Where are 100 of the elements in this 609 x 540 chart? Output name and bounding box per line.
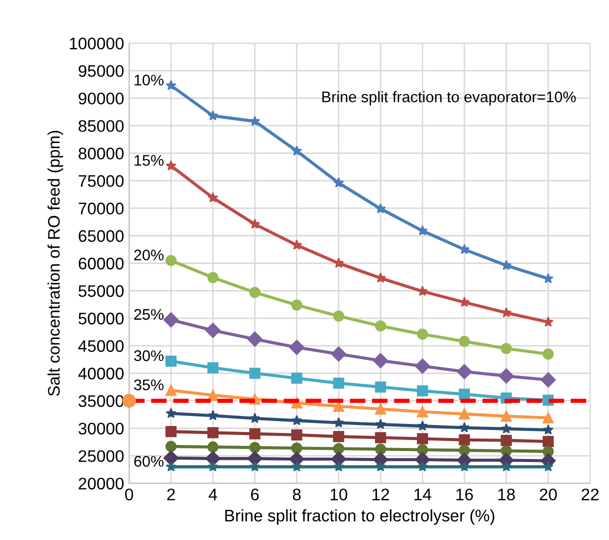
point [459, 296, 470, 307]
x-tick-label: 4 [208, 488, 218, 500]
point [291, 145, 302, 156]
point [375, 432, 386, 444]
point [291, 300, 302, 311]
point [375, 461, 386, 472]
point [459, 244, 470, 254]
point [375, 320, 386, 332]
x-tick-label: 6 [251, 488, 259, 500]
x-tick-label: 2 [167, 488, 175, 500]
point [250, 461, 260, 472]
y-tick-label: 70000 [78, 202, 124, 214]
point [375, 272, 386, 283]
point [165, 440, 177, 452]
point [458, 444, 470, 456]
y-tick-label: 60000 [78, 258, 124, 270]
point [542, 461, 554, 472]
y-tick-label: 50000 [78, 312, 124, 324]
point [375, 381, 386, 393]
point [208, 410, 218, 420]
point [333, 443, 344, 454]
point [207, 272, 218, 284]
point [249, 368, 260, 379]
point [333, 177, 344, 188]
point [333, 461, 344, 472]
point [205, 322, 220, 338]
point [291, 461, 302, 472]
y-tick-label: 65000 [78, 230, 124, 242]
y-tick-label: 25000 [78, 450, 124, 462]
point [207, 390, 218, 401]
y-tick-label: 80000 [78, 148, 124, 160]
point [291, 442, 302, 454]
point [417, 461, 428, 472]
point [416, 406, 428, 418]
point [373, 353, 388, 368]
point [375, 444, 386, 455]
point [163, 450, 179, 466]
point [207, 427, 218, 438]
x-tick-label: 14 [414, 488, 432, 500]
point [333, 417, 344, 428]
point [207, 362, 218, 374]
point [542, 424, 554, 435]
point [163, 312, 179, 328]
point [291, 372, 302, 384]
point [249, 442, 260, 454]
y-tick-label: 75000 [78, 175, 124, 187]
point [165, 356, 177, 367]
x-tick-label: 12 [372, 488, 390, 500]
point [289, 340, 304, 355]
point [166, 80, 176, 90]
series-label: 60% [134, 456, 164, 467]
point [205, 450, 220, 466]
point [500, 423, 512, 434]
annotation: Brine split fraction to evaporator=10% [322, 91, 576, 106]
y-tick-label: 95000 [78, 65, 124, 77]
x-tick-label: 16 [456, 488, 473, 500]
point [247, 332, 262, 347]
point [375, 203, 386, 214]
point [458, 408, 470, 420]
point [542, 412, 554, 424]
point [456, 364, 472, 380]
point [416, 385, 428, 396]
y-axis-title: Salt concentration of RO feed (ppm) [48, 130, 64, 396]
point [375, 403, 386, 415]
y-tick-label: 20000 [78, 478, 124, 490]
x-tick-label: 20 [540, 488, 557, 500]
point [414, 358, 430, 374]
point [249, 286, 260, 298]
point [416, 328, 428, 340]
point [291, 415, 302, 426]
point [331, 452, 346, 467]
series-label: 25% [134, 309, 164, 320]
point [500, 434, 512, 446]
series-label: 20% [134, 250, 164, 260]
point [333, 430, 344, 442]
x-axis-title: Brine split fraction to electrolyser (%) [225, 509, 494, 525]
point [498, 368, 514, 384]
point [122, 394, 136, 408]
point [250, 116, 260, 126]
x-tick-label: 0 [125, 488, 134, 500]
y-tick-label: 100000 [70, 38, 124, 50]
point [459, 422, 470, 432]
point [333, 258, 344, 268]
series-label: 30% [134, 350, 164, 362]
point [208, 461, 218, 472]
point [458, 434, 470, 446]
point [458, 388, 470, 400]
point [291, 429, 302, 440]
y-tick-label: 55000 [78, 285, 124, 297]
point [207, 441, 218, 453]
point [166, 160, 176, 171]
point [166, 408, 176, 418]
point [247, 450, 262, 466]
point [500, 461, 512, 472]
point [165, 384, 177, 396]
y-tick-label: 45000 [78, 340, 124, 352]
y-tick-label: 40000 [78, 368, 124, 380]
x-tick-label: 10 [330, 488, 348, 500]
point [375, 418, 386, 430]
x-tick-label: 8 [292, 488, 301, 500]
